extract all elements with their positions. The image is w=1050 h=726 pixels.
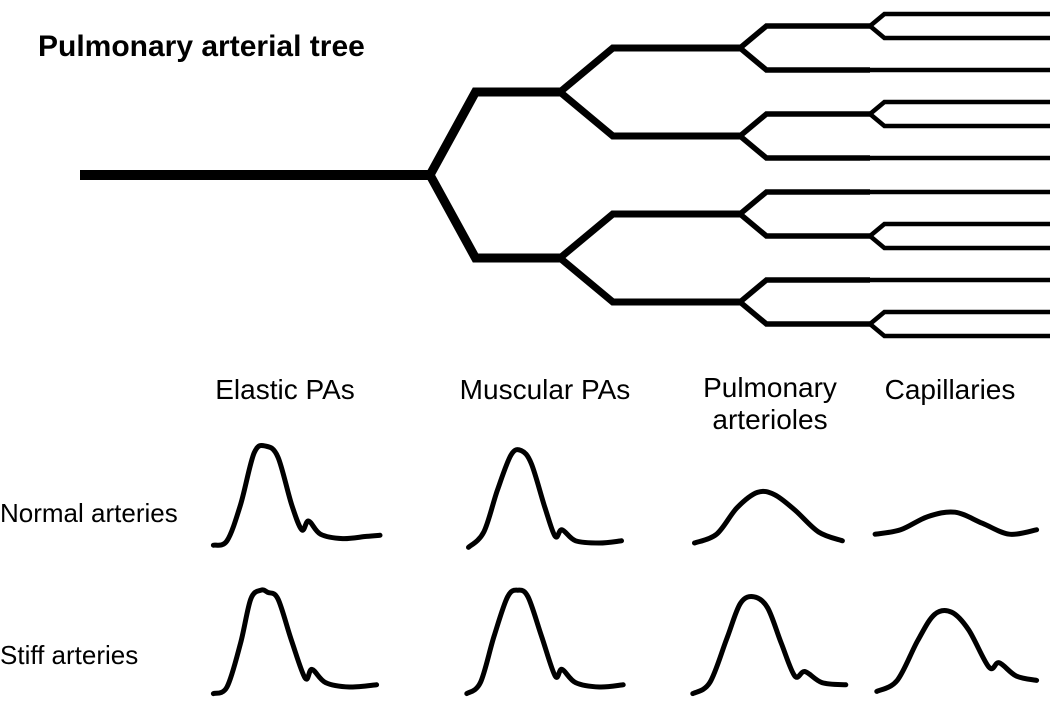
waveform-normal-muscular [469, 450, 622, 548]
waveform-stiff-arterioles [693, 597, 846, 694]
waveform-normal-arterioles [695, 491, 843, 543]
waveforms-diagram [0, 0, 1050, 726]
waveform-stiff-cap [877, 610, 1037, 691]
waveform-normal-elastic [213, 445, 380, 545]
waveform-stiff-elastic [213, 590, 376, 694]
waveform-normal-cap [875, 512, 1037, 534]
waveform-stiff-muscular [467, 590, 623, 693]
